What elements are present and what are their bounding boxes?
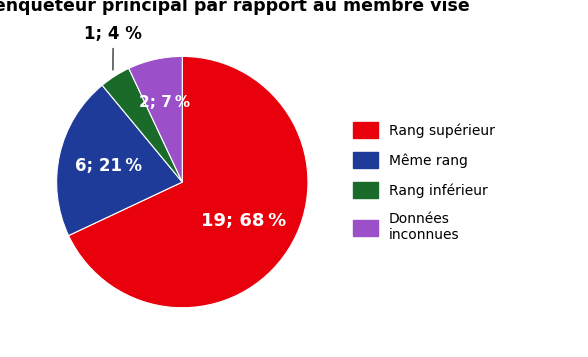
Legend: Rang supérieur, Même rang, Rang inférieur, Données
inconnues: Rang supérieur, Même rang, Rang inférieu… <box>353 122 495 242</box>
Wedge shape <box>69 56 308 308</box>
Title: Rang de l’enquêteur principal par rapport au membre visé: Rang de l’enquêteur principal par rappor… <box>0 0 470 15</box>
Wedge shape <box>56 85 182 236</box>
Text: 2; 7 %: 2; 7 % <box>139 95 190 110</box>
Wedge shape <box>129 56 182 182</box>
Text: 19; 68 %: 19; 68 % <box>201 212 286 230</box>
Wedge shape <box>102 69 182 182</box>
Text: 6; 21 %: 6; 21 % <box>75 157 142 175</box>
Text: 1; 4 %: 1; 4 % <box>84 25 142 70</box>
